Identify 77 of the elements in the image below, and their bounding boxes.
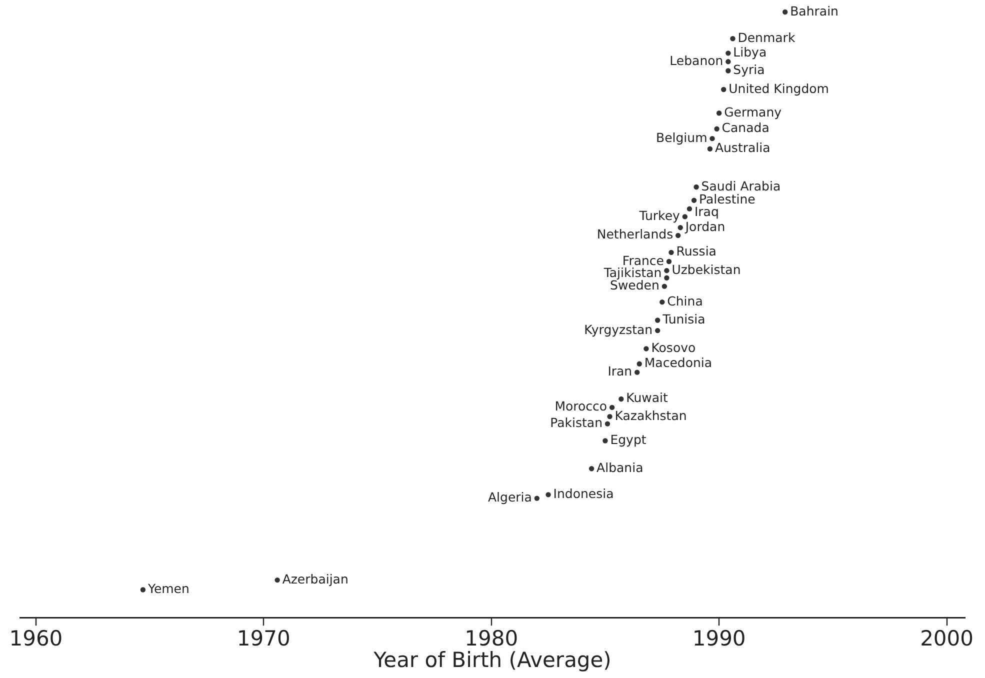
point [660, 299, 665, 305]
point [662, 284, 668, 289]
annotation: Palestine [699, 192, 756, 207]
point [707, 146, 713, 152]
annotation: Morocco [554, 398, 608, 414]
point [675, 232, 681, 238]
point [618, 396, 624, 402]
annotation: Libya [733, 44, 767, 60]
point [668, 250, 674, 256]
point [694, 184, 699, 190]
annotation: France [622, 252, 664, 268]
annotation: Germany [724, 104, 782, 120]
annotation: Australia [714, 140, 770, 156]
annotation: Kyrgyzstan [584, 322, 653, 337]
annotation: Tunisia [662, 312, 706, 326]
annotation: Turkey [638, 208, 681, 223]
point [686, 206, 692, 212]
annotation: Belgium [656, 130, 708, 145]
annotation: Uzbekistan [672, 262, 741, 277]
annotation: Egypt [610, 432, 646, 448]
x-tick-label: 1960 [9, 626, 63, 651]
point [682, 214, 688, 220]
point [654, 328, 660, 334]
annotation: Algeria [488, 490, 532, 505]
point [710, 136, 715, 142]
x-tick-label: 1990 [692, 626, 746, 651]
point [664, 275, 670, 280]
point [726, 50, 731, 56]
annotation: China [667, 293, 703, 308]
point [546, 492, 551, 498]
point [714, 126, 720, 132]
x-tick-label: 2000 [920, 626, 974, 651]
annotation: Kuwait [626, 390, 668, 406]
annotation: Azerbaijan [282, 571, 348, 586]
point [666, 258, 672, 264]
point [588, 466, 594, 472]
annotation: Iraq [694, 204, 719, 220]
point [654, 318, 660, 323]
point [534, 496, 540, 501]
point [602, 438, 608, 444]
point [664, 268, 670, 274]
annotation: Netherlands [596, 226, 674, 242]
point [636, 361, 642, 366]
annotation: Russia [676, 244, 716, 259]
annotation: Kazakhstan [614, 408, 687, 423]
point [604, 421, 610, 426]
annotation: Macedonia [644, 355, 712, 370]
annotation: Saudi Arabia [701, 178, 781, 194]
point [726, 68, 731, 74]
annotation: Kosovo [651, 340, 696, 355]
point [140, 587, 146, 592]
point [634, 370, 640, 375]
annotation: Lebanon [670, 52, 724, 68]
annotation: Pakistan [550, 415, 602, 430]
annotation: Albania [596, 460, 644, 475]
point [691, 198, 697, 203]
point [644, 346, 649, 352]
annotation: Tajikistan [602, 265, 662, 280]
annotation: United Kingdom [728, 80, 829, 96]
point [721, 86, 726, 92]
point [607, 414, 612, 420]
annotation: Canada [722, 120, 770, 136]
annotation: Bahrain [790, 3, 838, 18]
point [716, 110, 722, 116]
annotation: Jordan [684, 218, 726, 234]
annotation: Iran [608, 364, 632, 379]
point [726, 59, 731, 64]
point [609, 404, 615, 410]
annotation: Denmark [738, 30, 796, 45]
annotation: Indonesia [553, 486, 614, 501]
point [678, 224, 683, 230]
annotation: Syria [733, 62, 765, 77]
point [274, 577, 280, 583]
annotation: Yemen [146, 580, 190, 596]
point [782, 9, 788, 15]
point [730, 36, 736, 42]
x-tick-label: 1970 [236, 626, 290, 651]
